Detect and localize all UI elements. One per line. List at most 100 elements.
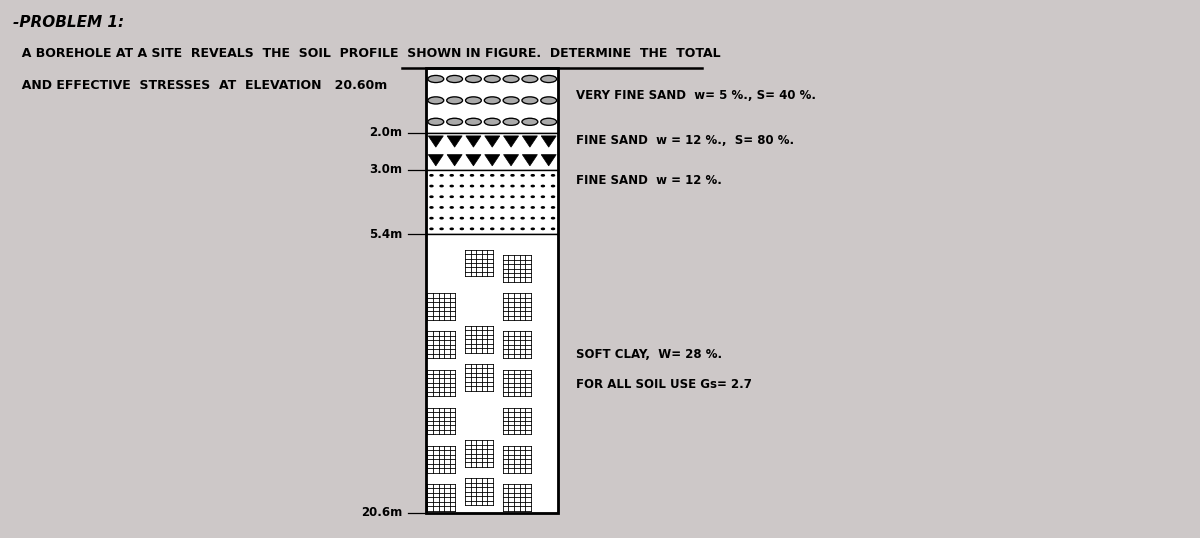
Circle shape bbox=[541, 217, 545, 219]
Bar bbox=[426, 234, 558, 513]
Circle shape bbox=[446, 75, 462, 82]
Bar bbox=[426, 170, 558, 234]
Circle shape bbox=[532, 196, 534, 197]
Text: VERY FINE SAND  w= 5 %., S= 40 %.: VERY FINE SAND w= 5 %., S= 40 %. bbox=[576, 89, 816, 102]
Circle shape bbox=[485, 97, 500, 104]
Circle shape bbox=[481, 207, 484, 208]
Circle shape bbox=[461, 186, 463, 187]
Circle shape bbox=[470, 228, 474, 230]
Circle shape bbox=[541, 175, 545, 176]
Circle shape bbox=[461, 207, 463, 208]
Circle shape bbox=[503, 75, 518, 82]
Polygon shape bbox=[522, 154, 538, 166]
Circle shape bbox=[466, 97, 481, 104]
Text: AND EFFECTIVE  STRESSES  AT  ELEVATION   20.60m: AND EFFECTIVE STRESSES AT ELEVATION 20.6… bbox=[13, 79, 388, 92]
Polygon shape bbox=[504, 154, 518, 166]
Circle shape bbox=[485, 118, 500, 125]
Bar bbox=[426, 68, 558, 132]
Text: FINE SAND  w = 12 %.: FINE SAND w = 12 %. bbox=[576, 174, 722, 187]
Circle shape bbox=[552, 196, 554, 197]
Circle shape bbox=[500, 175, 504, 176]
Polygon shape bbox=[448, 154, 462, 166]
Polygon shape bbox=[466, 136, 481, 147]
Circle shape bbox=[481, 175, 484, 176]
Circle shape bbox=[521, 207, 524, 208]
Circle shape bbox=[541, 186, 545, 187]
Text: -PROBLEM 1:: -PROBLEM 1: bbox=[13, 15, 125, 30]
Circle shape bbox=[428, 75, 444, 82]
Text: 3.0m: 3.0m bbox=[370, 164, 402, 176]
Circle shape bbox=[511, 186, 514, 187]
Text: SOFT CLAY,  W= 28 %.: SOFT CLAY, W= 28 %. bbox=[576, 348, 722, 361]
Circle shape bbox=[532, 207, 534, 208]
Polygon shape bbox=[504, 136, 518, 147]
Circle shape bbox=[491, 217, 493, 219]
Circle shape bbox=[541, 97, 557, 104]
Circle shape bbox=[552, 207, 554, 208]
Circle shape bbox=[532, 228, 534, 230]
Circle shape bbox=[511, 228, 514, 230]
Circle shape bbox=[446, 97, 462, 104]
Circle shape bbox=[491, 196, 493, 197]
Polygon shape bbox=[428, 136, 443, 147]
Circle shape bbox=[470, 196, 474, 197]
Circle shape bbox=[440, 228, 443, 230]
Circle shape bbox=[470, 217, 474, 219]
Circle shape bbox=[541, 207, 545, 208]
Circle shape bbox=[430, 228, 433, 230]
Circle shape bbox=[491, 186, 493, 187]
Circle shape bbox=[430, 175, 433, 176]
Circle shape bbox=[440, 196, 443, 197]
Circle shape bbox=[450, 217, 454, 219]
Text: FINE SAND  w = 12 %.,  S= 80 %.: FINE SAND w = 12 %., S= 80 %. bbox=[576, 134, 794, 147]
Circle shape bbox=[470, 175, 474, 176]
Circle shape bbox=[470, 207, 474, 208]
Circle shape bbox=[500, 186, 504, 187]
Circle shape bbox=[481, 217, 484, 219]
Circle shape bbox=[450, 196, 454, 197]
Circle shape bbox=[511, 217, 514, 219]
Polygon shape bbox=[541, 136, 557, 147]
Circle shape bbox=[470, 186, 474, 187]
Circle shape bbox=[500, 196, 504, 197]
Polygon shape bbox=[541, 154, 557, 166]
Circle shape bbox=[552, 217, 554, 219]
Circle shape bbox=[503, 97, 518, 104]
Circle shape bbox=[440, 186, 443, 187]
Text: 5.4m: 5.4m bbox=[370, 228, 402, 240]
Polygon shape bbox=[448, 136, 462, 147]
Circle shape bbox=[541, 196, 545, 197]
Circle shape bbox=[532, 175, 534, 176]
Circle shape bbox=[521, 228, 524, 230]
Circle shape bbox=[511, 196, 514, 197]
Circle shape bbox=[430, 196, 433, 197]
Circle shape bbox=[500, 207, 504, 208]
Circle shape bbox=[450, 228, 454, 230]
Circle shape bbox=[521, 186, 524, 187]
Circle shape bbox=[430, 186, 433, 187]
Circle shape bbox=[491, 207, 493, 208]
Circle shape bbox=[541, 118, 557, 125]
Circle shape bbox=[461, 217, 463, 219]
Text: A BOREHOLE AT A SITE  REVEALS  THE  SOIL  PROFILE  SHOWN IN FIGURE.  DETERMINE  : A BOREHOLE AT A SITE REVEALS THE SOIL PR… bbox=[13, 47, 721, 60]
Circle shape bbox=[461, 175, 463, 176]
Circle shape bbox=[450, 186, 454, 187]
Polygon shape bbox=[466, 154, 481, 166]
Circle shape bbox=[481, 196, 484, 197]
Circle shape bbox=[430, 207, 433, 208]
Circle shape bbox=[461, 228, 463, 230]
Circle shape bbox=[500, 217, 504, 219]
Circle shape bbox=[461, 196, 463, 197]
Circle shape bbox=[552, 228, 554, 230]
Circle shape bbox=[481, 186, 484, 187]
Circle shape bbox=[511, 207, 514, 208]
Circle shape bbox=[428, 97, 444, 104]
Circle shape bbox=[430, 217, 433, 219]
Polygon shape bbox=[428, 154, 443, 166]
Circle shape bbox=[450, 207, 454, 208]
Circle shape bbox=[521, 217, 524, 219]
Circle shape bbox=[440, 217, 443, 219]
Text: 2.0m: 2.0m bbox=[370, 126, 402, 139]
Circle shape bbox=[481, 228, 484, 230]
Circle shape bbox=[552, 186, 554, 187]
